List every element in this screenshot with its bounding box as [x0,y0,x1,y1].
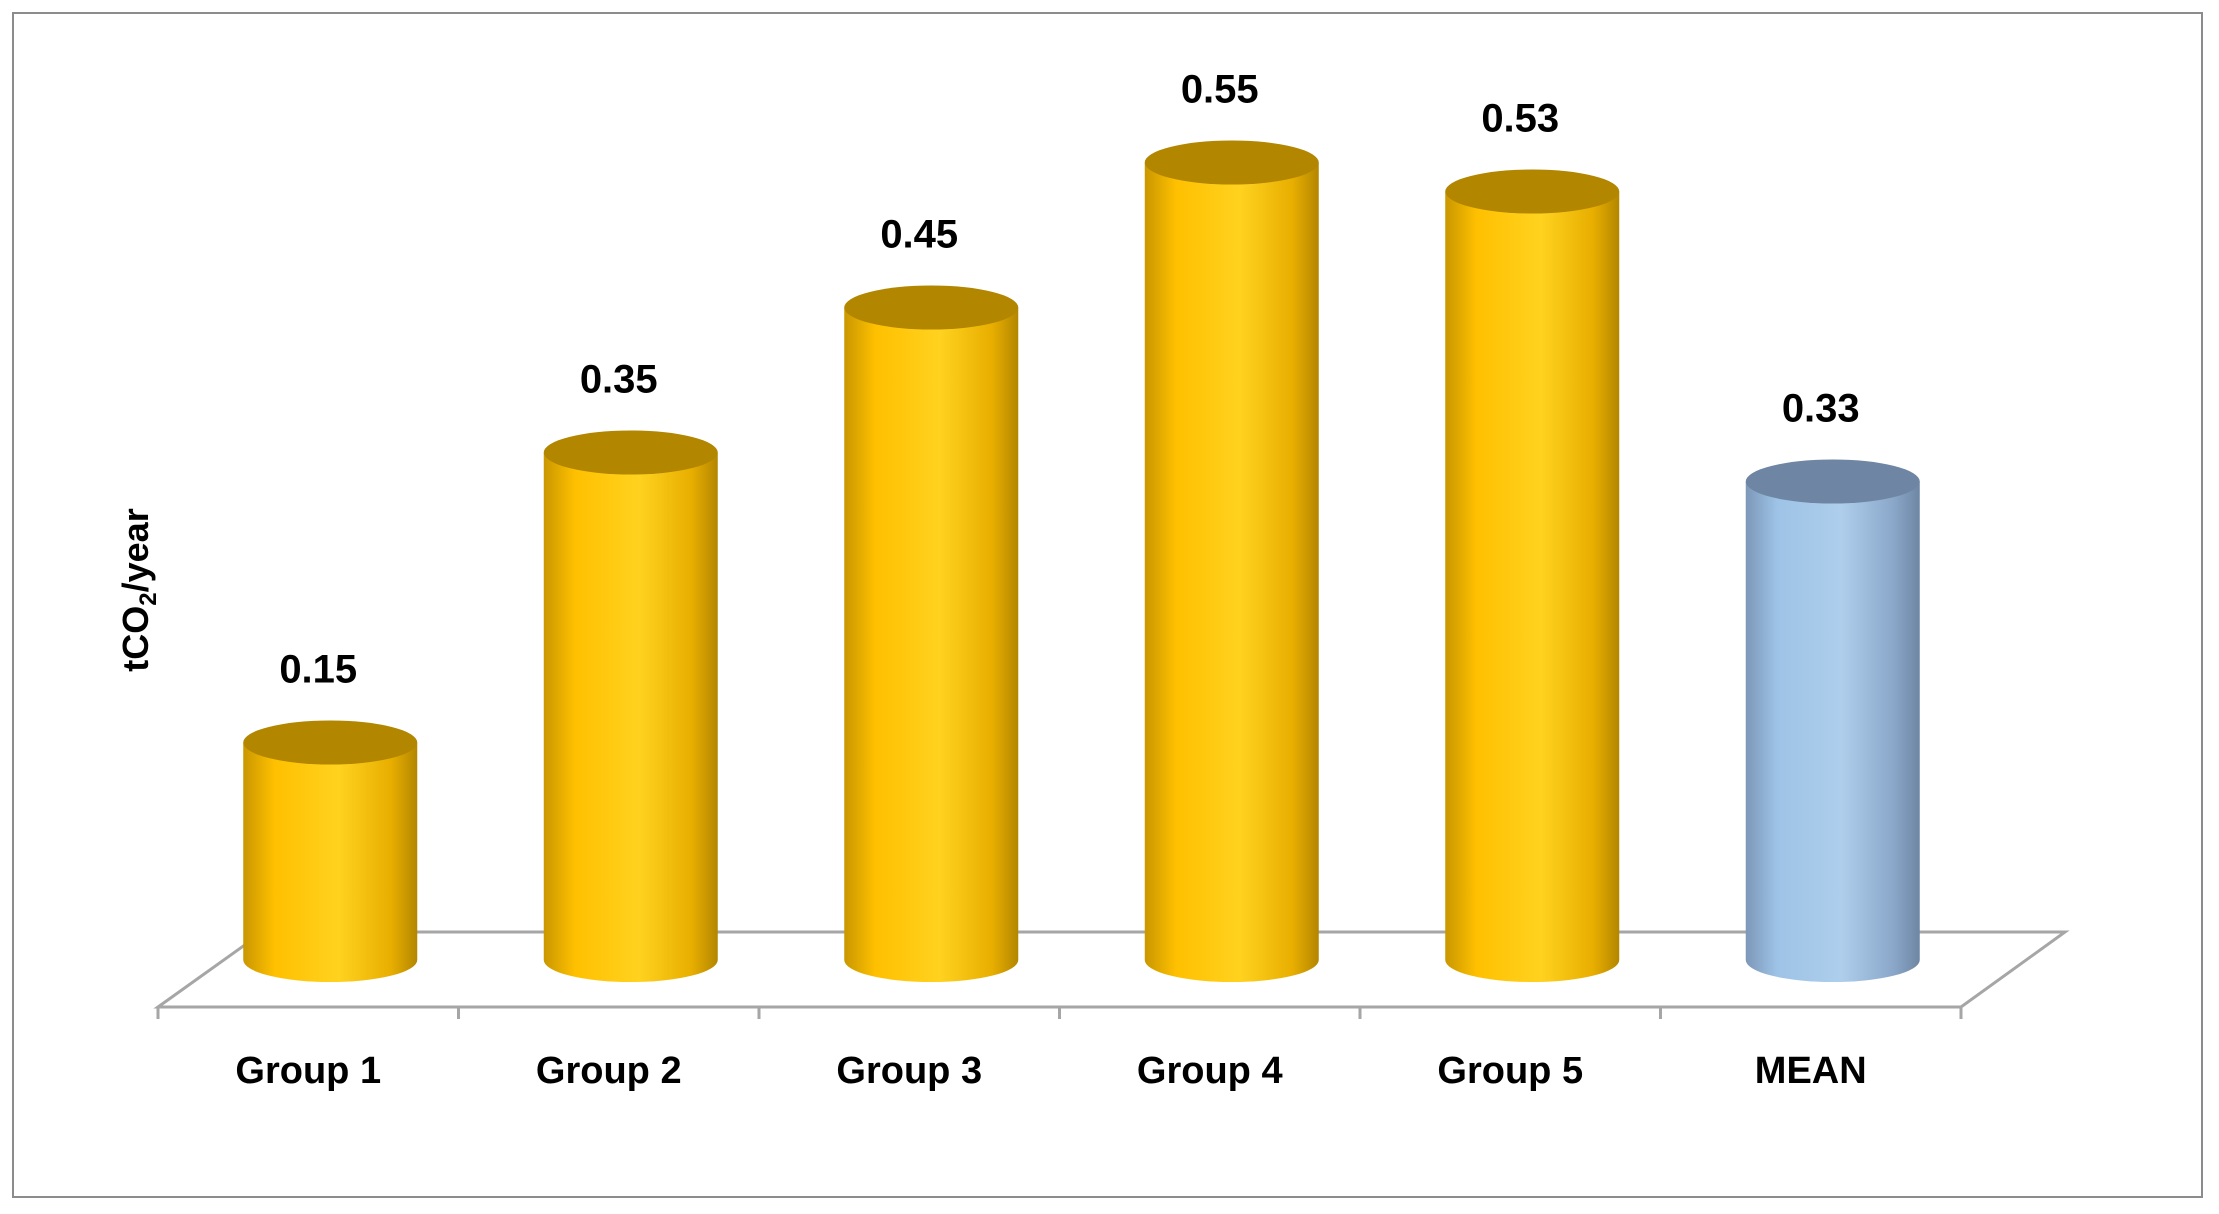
y-axis-label: tCO2/year [115,508,162,671]
bar-group-2 [543,430,718,982]
y-axis-label-main: tCO [115,606,156,672]
category-label: Group 3 [836,1050,982,1092]
bar-top [543,430,718,475]
y-axis-label-subscript: 2 [135,592,162,605]
x-axis-ticks [156,1007,1963,1019]
value-labels: 0.15 0.35 0.45 0.55 0.53 0.33 [279,68,1859,692]
bar-top [1445,169,1620,214]
category-label: Group 2 [536,1050,682,1092]
value-label: 0.35 [580,358,658,402]
bar-body [844,307,1019,982]
value-label: 0.33 [1782,387,1860,431]
category-label: Group 1 [235,1050,381,1092]
bar-body [543,452,718,982]
bar-group-1 [243,720,418,982]
category-label: MEAN [1755,1050,1867,1092]
bars [243,140,1920,982]
bar-body [1144,162,1319,982]
category-label: Group 5 [1437,1050,1583,1092]
value-label: 0.55 [1181,68,1259,112]
bar-body [1745,481,1920,982]
bar-top [844,285,1019,330]
bar-group-3 [844,285,1019,982]
bar-top [243,720,418,765]
bar-body [1445,191,1620,982]
bar-group-5 [1445,169,1620,982]
category-label: Group 4 [1137,1050,1283,1092]
bar-body [243,742,418,982]
value-label: 0.53 [1481,97,1559,141]
bar-mean [1745,459,1920,982]
category-labels: Group 1 Group 2 Group 3 Group 4 Group 5 MEAN [235,1050,1866,1092]
value-label: 0.45 [880,213,958,257]
bar-top [1144,140,1319,185]
value-label: 0.15 [279,648,357,692]
y-axis-label-suffix: /year [115,508,156,592]
bar-top [1745,459,1920,504]
bar-group-4 [1144,140,1319,982]
